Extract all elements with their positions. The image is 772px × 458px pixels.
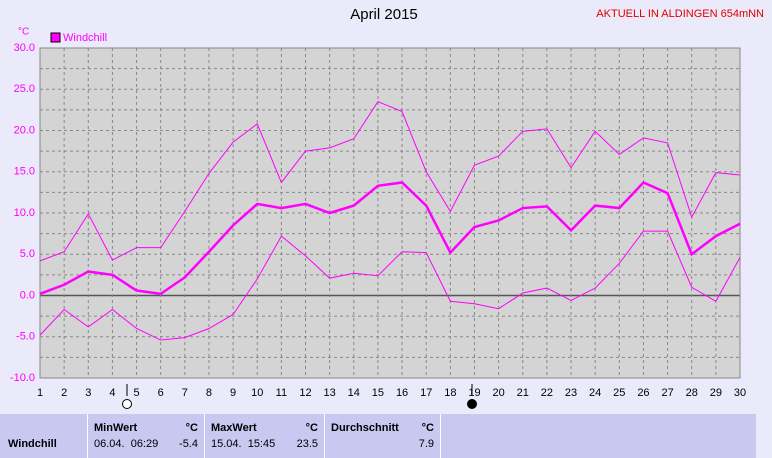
x-tick-label: 23 — [565, 387, 577, 399]
y-tick-label: -10.0 — [10, 372, 35, 384]
x-tick-label: 7 — [182, 387, 188, 399]
y-tick-label: 20.0 — [14, 124, 35, 136]
x-tick-label: 22 — [541, 387, 553, 399]
chart-subtitle: AKTUELL IN ALDINGEN 654mNN — [596, 8, 764, 20]
y-tick-label: -5.0 — [16, 331, 35, 343]
series-line — [39, 230, 741, 341]
x-tick-label: 26 — [637, 387, 649, 399]
col-unit: °C — [185, 422, 198, 434]
empty-cell — [441, 414, 756, 458]
y-tick-label: 5.0 — [20, 248, 35, 260]
x-tick-label: 12 — [299, 387, 311, 399]
x-tick-label: 24 — [589, 387, 601, 399]
col-title: Durchschnitt — [331, 422, 399, 434]
series-line — [39, 180, 741, 296]
x-tick-label: 10 — [251, 387, 263, 399]
col-unit: °C — [305, 422, 318, 434]
full-moon-icon — [122, 399, 132, 409]
chart: April 2015 AKTUELL IN ALDINGEN 654mNN °C… — [10, 6, 764, 409]
col-value: 7.9 — [418, 438, 434, 450]
row-label: Windchill — [8, 438, 57, 450]
y-tick-label: 10.0 — [14, 207, 35, 219]
x-tick-label: 25 — [613, 387, 625, 399]
x-tick-label: 19 — [468, 387, 480, 399]
legend-swatch — [50, 32, 61, 43]
chart-title: April 2015 — [350, 6, 418, 23]
x-tick-label: 8 — [206, 387, 212, 399]
x-tick-label: 2 — [61, 387, 67, 399]
x-tick-label: 6 — [158, 387, 164, 399]
legend-label: Windchill — [63, 32, 107, 44]
x-tick-label: 1 — [37, 387, 43, 399]
col-unit: °C — [421, 422, 434, 434]
y-axis-label: °C — [18, 27, 29, 38]
summary-cell: MinWert °C 06.04. 06:29 -5.4 — [88, 414, 204, 458]
series-line — [39, 101, 741, 262]
col-value: 23.5 — [296, 438, 318, 450]
summary-table: Windchill MinWert °C 06.04. 06:29 -5.4 MaxW… — [0, 414, 756, 458]
x-tick-label: 9 — [230, 387, 236, 399]
summary-cell: MaxWert °C 15.04. 15:45 23.5 — [205, 414, 324, 458]
col-title: MaxWert — [211, 422, 257, 434]
x-tick-label: 11 — [276, 387, 287, 399]
col-date: 06.04. 06:29 — [94, 438, 159, 450]
x-tick-label: 14 — [348, 387, 360, 399]
col-value: -5.4 — [179, 438, 198, 450]
x-tick-label: 13 — [324, 387, 336, 399]
x-tick-label: 3 — [85, 387, 91, 399]
x-tick-label: 21 — [517, 387, 529, 399]
y-tick-label: 30.0 — [14, 42, 35, 54]
x-tick-label: 5 — [133, 387, 139, 399]
x-tick-label: 4 — [109, 387, 115, 399]
y-tick-label: 0.0 — [20, 289, 35, 301]
x-tick-label: 16 — [396, 387, 408, 399]
x-tick-label: 18 — [444, 387, 456, 399]
x-tick-label: 20 — [492, 387, 504, 399]
col-title: MinWert — [94, 422, 138, 434]
x-tick-label: 15 — [372, 387, 384, 399]
summary-cell: Durchschnitt °C 7.9 — [325, 414, 440, 458]
x-tick-label: 30 — [734, 387, 746, 399]
x-tick-label: 29 — [710, 387, 722, 399]
col-date: 15.04. 15:45 — [211, 438, 276, 450]
new-moon-icon — [467, 399, 477, 409]
x-tick-label: 17 — [420, 387, 432, 399]
x-tick-label: 27 — [661, 387, 673, 399]
row-label-cell: Windchill — [0, 414, 87, 458]
x-tick-label: 28 — [686, 387, 698, 399]
y-tick-label: 25.0 — [14, 83, 35, 95]
y-tick-label: 15.0 — [14, 166, 35, 178]
